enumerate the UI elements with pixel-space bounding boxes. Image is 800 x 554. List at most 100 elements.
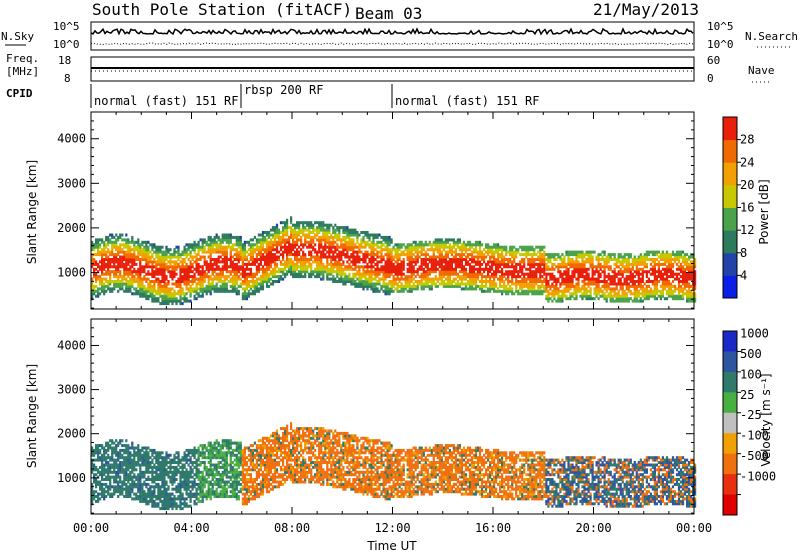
power-range-gate [93,289,96,293]
power-range-gate [294,228,297,232]
power-range-gate [460,265,463,269]
power-range-gate [631,292,634,296]
power-range-gate [177,284,180,288]
power-range-gate [267,245,271,249]
power-range-gate [621,299,624,303]
power-range-gate [354,245,357,249]
power-range-gate [603,294,606,298]
power-range-gate [386,255,389,259]
power-range-gate [348,235,351,239]
power-range-gate [115,260,118,264]
power-range-gate [543,267,546,271]
power-range-gate [340,262,343,266]
power-range-gate [233,258,236,261]
power-range-gate [647,294,650,298]
power-range-gate [155,272,158,276]
power-range-gate [464,277,468,281]
power-range-gate [201,275,204,279]
power-range-gate [221,275,224,279]
power-range-gate [420,267,423,271]
power-range-gate [683,270,687,274]
power-range-gate [328,250,331,254]
power-range-gate [135,277,138,281]
power-range-gate [690,275,693,279]
power-range-gate [637,289,640,293]
power-range-gate [589,280,592,283]
power-range-gate [647,284,650,288]
power-range-gate [372,289,375,293]
power-range-gate [683,260,687,264]
power-range-gate [249,262,252,266]
power-range-gate [611,280,614,283]
power-range-gate [298,223,301,227]
power-range-gate [95,260,98,264]
power-range-gate [193,275,196,279]
power-range-gate [499,282,502,286]
power-range-gate [344,265,347,269]
power-range-gate [255,280,258,283]
power-range-gate [187,248,190,252]
power-range-gate [414,275,417,279]
power-range-gate [249,275,252,279]
power-range-gate [631,277,634,281]
power-range-gate [233,270,236,274]
power-range-gate [376,275,379,279]
power-range-gate [478,255,482,259]
power-range-gate [211,240,214,244]
power-range-gate [314,250,317,254]
power-range-gate [199,270,202,274]
power-range-gate [511,282,514,286]
power-range-gate [675,255,679,259]
power-range-gate [342,245,345,249]
power-range-gate [503,280,506,283]
power-range-gate [376,280,379,283]
power-range-gate [99,265,102,269]
power-range-gate [599,267,602,271]
power-range-gate [539,292,542,296]
power-range-gate [207,267,210,271]
power-range-gate [273,267,277,271]
power-range-gate [547,255,550,259]
power-range-gate [675,272,679,276]
power-range-gate [686,272,689,276]
power-range-gate [436,284,439,288]
power-range-gate [396,289,399,293]
power-range-gate [380,253,383,257]
power-range-gate [239,265,242,269]
power-range-gate [271,255,275,259]
power-range-gate [569,258,572,261]
power-range-gate [173,262,176,266]
power-range-gate [263,238,267,242]
power-range-gate [501,260,504,264]
power-range-gate [139,260,142,264]
power-range-gate [487,245,490,249]
power-range-gate [215,245,218,249]
power-range-gate [683,255,687,259]
power-range-gate [300,262,303,266]
power-range-gate [193,277,196,281]
power-range-gate [298,221,301,225]
power-range-gate [364,280,367,283]
power-range-gate [495,282,498,286]
power-range-gate [306,221,309,225]
power-range-gate [591,260,594,264]
power-range-gate [686,284,689,288]
power-range-gate [382,282,385,286]
power-range-gate [480,280,484,283]
power-range-gate [223,282,226,286]
power-range-gate [338,235,341,239]
power-range-gate [217,277,220,281]
power-range-gate [115,245,118,249]
power-range-gate [199,238,202,242]
power-range-gate [354,280,357,283]
power-range-gate [444,282,447,286]
power-range-gate [302,250,305,254]
power-range-gate [304,272,307,276]
noise-search-label: N.Search [745,30,798,43]
power-range-gate [629,262,632,266]
power-range-gate [637,255,640,259]
power-range-gate [328,226,331,230]
power-range-gate [326,275,329,279]
power-range-gate [219,287,222,291]
power-range-gate [316,253,319,257]
